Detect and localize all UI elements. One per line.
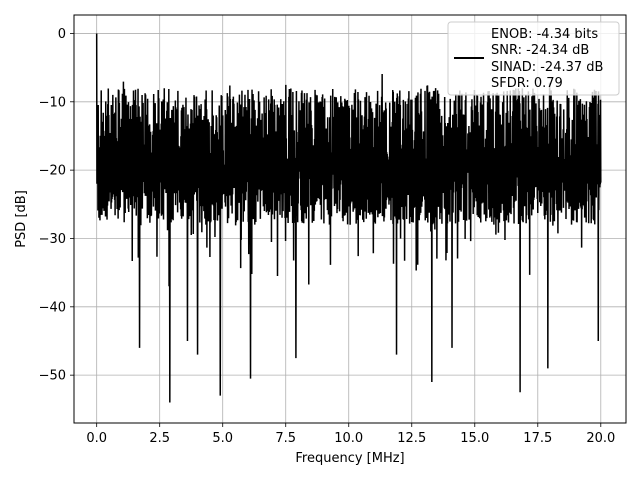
legend: ENOB: -4.34 bits SNR: -24.34 dB SINAD: -… [447, 21, 620, 96]
x-tick-label: 10.0 [334, 431, 363, 446]
x-axis-label: Frequency [MHz] [295, 451, 404, 466]
psd-series-line [95, 33, 602, 403]
y-tick-label: −40 [39, 300, 66, 315]
x-tick-label: 0.0 [86, 431, 107, 446]
x-tick-label: 15.0 [460, 431, 489, 446]
legend-line-2: SNR: -24.34 dB [491, 43, 589, 58]
legend-line-4: SFDR: 0.79 [491, 76, 563, 91]
x-tick-label: 12.5 [397, 431, 426, 446]
x-tick-label: 20.0 [586, 431, 615, 446]
x-tick-label: 2.5 [149, 431, 170, 446]
x-tick-label: 7.5 [275, 431, 296, 446]
x-tick-label: 17.5 [523, 431, 552, 446]
y-tick-label: −20 [39, 164, 66, 179]
y-tick-label: −30 [39, 232, 66, 247]
y-tick-label: 0 [58, 27, 66, 42]
ticks: 0.0 2.5 5.0 7.5 10.0 12.5 15.0 17.5 20.0 0 −10 −20 −… [39, 27, 616, 446]
legend-line-1: ENOB: -4.34 bits [491, 27, 598, 42]
data-layer [95, 33, 602, 403]
legend-line-3: SINAD: -24.37 dB [491, 60, 603, 75]
y-tick-label: −50 [39, 369, 66, 384]
x-tick-label: 5.0 [212, 431, 233, 446]
y-tick-label: −10 [39, 95, 66, 110]
axes-frame [73, 14, 627, 424]
y-axis-label: PSD [dB] [14, 190, 29, 248]
legend-box [447, 21, 620, 96]
